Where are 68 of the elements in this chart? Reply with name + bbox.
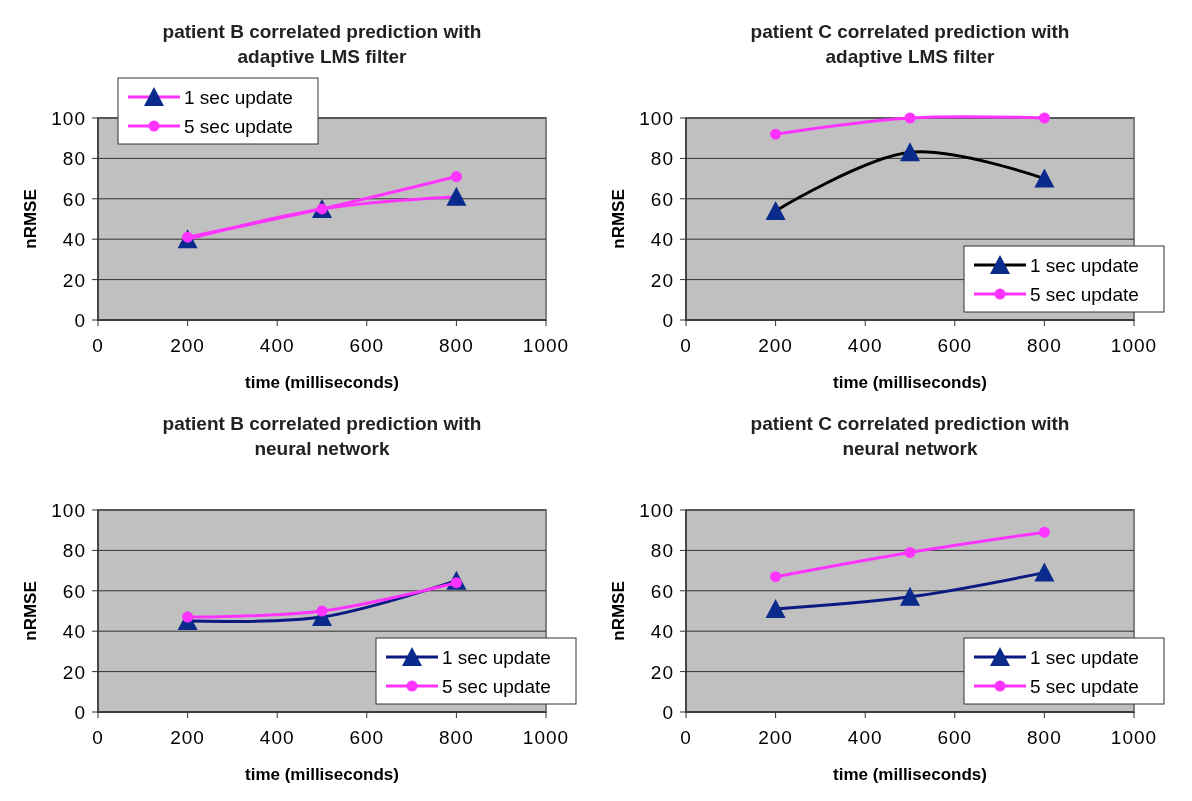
y-tick-label: 80: [62, 540, 86, 562]
legend-label: 5 sec update: [1030, 676, 1139, 697]
x-tick-label: 400: [847, 335, 883, 356]
legend-label: 1 sec update: [1030, 255, 1139, 276]
y-tick-label: 60: [62, 580, 86, 602]
x-tick-label: 200: [758, 335, 793, 356]
x-tick-label: 0: [92, 727, 104, 748]
legend-label: 1 sec update: [1030, 647, 1139, 668]
y-tick-label: 20: [650, 269, 674, 291]
y-tick-label: 40: [62, 229, 86, 251]
x-tick-label: 1000: [522, 335, 570, 356]
y-tick-label: 60: [650, 188, 674, 210]
y-axis-title: nRMSE: [21, 581, 40, 641]
y-tick-label: 100: [639, 108, 674, 129]
chart-title: patient C correlated prediction with neural network: [750, 413, 1070, 459]
y-tick-label: 0: [74, 310, 86, 331]
x-tick-label: 400: [259, 335, 295, 356]
x-tick-label: 1000: [1110, 335, 1158, 356]
x-tick-label: 200: [170, 335, 205, 356]
y-tick-label: 60: [62, 188, 86, 210]
x-tick-label: 0: [680, 335, 692, 356]
x-tick-label: 600: [349, 727, 385, 748]
x-tick-label: 200: [170, 727, 205, 748]
x-axis-title: time (milliseconds): [833, 373, 987, 392]
legend-label: 5 sec update: [184, 116, 293, 137]
x-tick-label: 400: [259, 727, 295, 748]
x-tick-label: 0: [92, 335, 104, 356]
y-tick-label: 40: [650, 621, 674, 643]
x-tick-label: 600: [349, 335, 385, 356]
y-tick-label: 100: [51, 108, 86, 129]
y-tick-label: 100: [51, 500, 86, 521]
chart-title: patient C correlated prediction with adaptive LMS filter: [750, 21, 1070, 67]
y-axis-title: nRMSE: [609, 189, 628, 249]
x-tick-label: 1000: [1110, 727, 1158, 748]
x-tick-label: 200: [758, 727, 793, 748]
y-tick-label: 80: [650, 540, 674, 562]
x-axis-title: time (milliseconds): [833, 765, 987, 784]
y-tick-label: 60: [650, 580, 674, 602]
y-tick-label: 40: [62, 621, 86, 643]
legend-label: 5 sec update: [442, 676, 551, 697]
legend-label: 1 sec update: [442, 647, 551, 668]
x-tick-label: 600: [937, 727, 973, 748]
y-tick-label: 80: [62, 148, 86, 170]
y-tick-label: 40: [650, 229, 674, 251]
y-tick-label: 0: [662, 702, 674, 723]
x-tick-label: 400: [847, 727, 883, 748]
chart-title: patient B correlated prediction with neural network: [162, 413, 482, 459]
y-tick-label: 0: [74, 702, 86, 723]
y-tick-label: 100: [639, 500, 674, 521]
x-tick-label: 0: [680, 727, 692, 748]
y-axis-title: nRMSE: [21, 189, 40, 249]
x-tick-label: 800: [1027, 335, 1062, 356]
x-tick-label: 800: [439, 727, 474, 748]
y-tick-label: 20: [62, 661, 86, 683]
x-axis-title: time (milliseconds): [245, 765, 399, 784]
y-tick-label: 0: [662, 310, 674, 331]
y-tick-label: 80: [650, 148, 674, 170]
legend-label: 1 sec update: [184, 87, 293, 108]
y-axis-title: nRMSE: [609, 581, 628, 641]
x-tick-label: 800: [1027, 727, 1062, 748]
x-tick-label: 600: [937, 335, 973, 356]
x-tick-label: 800: [439, 335, 474, 356]
y-tick-label: 20: [650, 661, 674, 683]
chart-title: patient B correlated prediction with adaptive LMS filter: [162, 21, 482, 67]
legend-label: 5 sec update: [1030, 284, 1139, 305]
y-tick-label: 20: [62, 269, 86, 291]
x-axis-title: time (milliseconds): [245, 373, 399, 392]
x-tick-label: 1000: [522, 727, 570, 748]
